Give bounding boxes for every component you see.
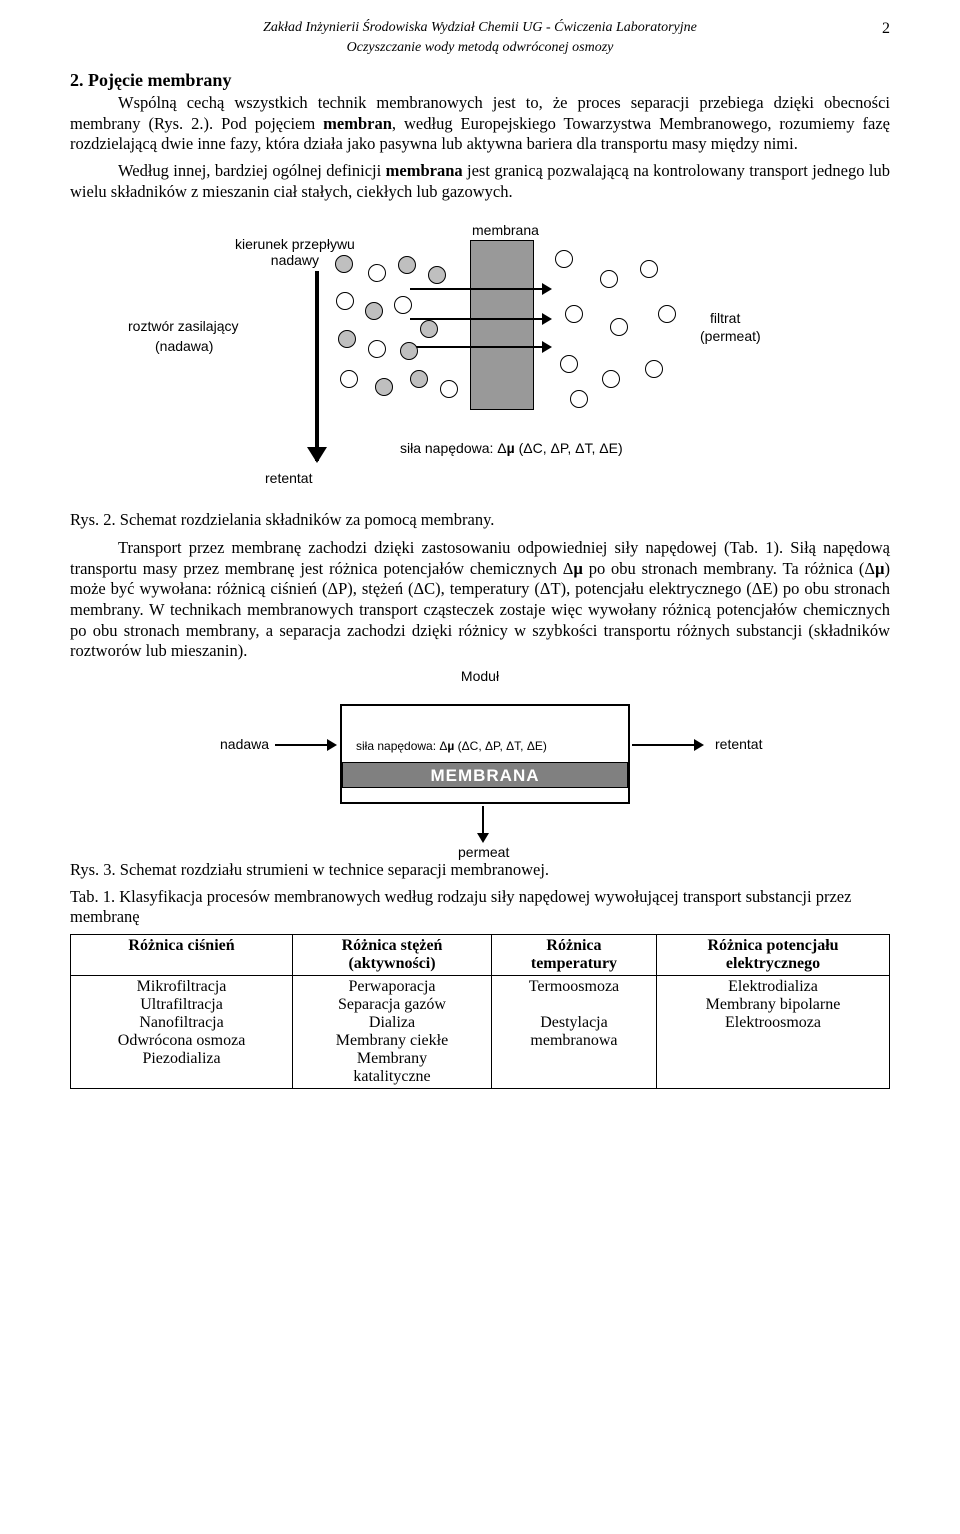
label-membrana: membrana bbox=[472, 222, 539, 238]
td-col1: Mikrofiltracja Ultrafiltracja Nanofiltra… bbox=[71, 975, 293, 1088]
particle bbox=[565, 305, 583, 323]
p2-b: membrana bbox=[386, 161, 463, 180]
flow-arrow-3 bbox=[410, 346, 550, 348]
table-1-caption: Tab. 1. Klasyfikacja procesów membranowy… bbox=[70, 887, 890, 928]
section-title: 2. Pojęcie membrany bbox=[70, 70, 890, 91]
page-number: 2 bbox=[882, 20, 890, 38]
running-subheader: Oczyszczanie wody metodą odwróconej osmo… bbox=[70, 40, 890, 56]
th-pressure: Różnica ciśnień bbox=[71, 934, 293, 975]
td-col3: Termoosmoza Destylacja membranowa bbox=[491, 975, 656, 1088]
modul-label: Moduł bbox=[70, 668, 890, 684]
retentat-label: retentat bbox=[265, 470, 312, 486]
figure-2-caption: Rys. 2. Schemat rozdzielania składników … bbox=[70, 510, 890, 530]
kierunek-text: kierunek przepływu bbox=[235, 236, 355, 252]
section-number: 2. bbox=[70, 70, 84, 90]
nadawy-text: nadawy bbox=[271, 252, 319, 268]
section-heading: Pojęcie membrany bbox=[88, 70, 231, 90]
th-temperature: Różnica temperatury bbox=[491, 934, 656, 975]
d2-arrow-down bbox=[482, 806, 484, 841]
p3-b: po obu stronach membrany. Ta różnica (Δ bbox=[583, 559, 875, 578]
particle bbox=[410, 370, 428, 388]
particle bbox=[570, 390, 588, 408]
td-col4: Elektrodializa Membrany bipolarne Elektr… bbox=[656, 975, 889, 1088]
feed-flow-arrow bbox=[315, 271, 319, 461]
p2-a: Według innej, bardziej ogólnej definicji bbox=[118, 161, 386, 180]
classification-table: Różnica ciśnień Różnica stężeń (aktywnoś… bbox=[70, 934, 890, 1089]
sila-a: siła napędowa: Δ bbox=[400, 440, 507, 456]
d2-arrow-in bbox=[275, 744, 335, 746]
particle bbox=[610, 318, 628, 336]
th-concentration: Różnica stężeń (aktywności) bbox=[293, 934, 492, 975]
particle bbox=[368, 264, 386, 282]
particle bbox=[428, 266, 446, 284]
driving-force-label: siła napędowa: Δµ (ΔC, ΔP, ΔT, ΔE) bbox=[400, 440, 623, 456]
d2-sila-b: (ΔC, ΔP, ΔT, ΔE) bbox=[454, 739, 547, 753]
d2-arrow-out bbox=[632, 744, 702, 746]
particle bbox=[375, 378, 393, 396]
label-permeat: (permeat) bbox=[700, 328, 761, 344]
p1-bold: membran bbox=[323, 114, 392, 133]
particle bbox=[398, 256, 416, 274]
particle bbox=[335, 255, 353, 273]
td-col2: Perwaporacja Separacja gazów Dializa Mem… bbox=[293, 975, 492, 1088]
particle bbox=[400, 342, 418, 360]
particle bbox=[340, 370, 358, 388]
membrana-bar: MEMBRANA bbox=[342, 762, 628, 788]
particle bbox=[560, 355, 578, 373]
table-header-row: Różnica ciśnień Różnica stężeń (aktywnoś… bbox=[71, 934, 890, 975]
particle bbox=[336, 292, 354, 310]
sila-b: (ΔC, ΔP, ΔT, ΔE) bbox=[515, 440, 623, 456]
label-roztwor: roztwór zasilający bbox=[128, 318, 238, 334]
d2-driving-force: siła napędowa: Δµ (ΔC, ΔP, ΔT, ΔE) bbox=[356, 739, 547, 753]
figure-3-caption: Rys. 3. Schemat rozdziału strumieni w te… bbox=[70, 860, 890, 881]
d2-retentat-label: retentat bbox=[715, 736, 762, 752]
d2-permeat-label: permeat bbox=[458, 844, 509, 860]
particle bbox=[658, 305, 676, 323]
running-header: Zakład Inżynierii Środowiska Wydział Che… bbox=[70, 20, 890, 36]
flow-arrow-1 bbox=[410, 288, 550, 290]
sila-mu: µ bbox=[507, 440, 515, 456]
particle bbox=[555, 250, 573, 268]
particle bbox=[338, 330, 356, 348]
paragraph-3: Transport przez membranę zachodzi dzięki… bbox=[70, 538, 890, 662]
p3-mu2: µ bbox=[875, 559, 885, 578]
module-box bbox=[340, 704, 630, 804]
label-filtrat: filtrat bbox=[710, 310, 740, 326]
label-nadawa: (nadawa) bbox=[155, 338, 213, 354]
d2-nadawa-label: nadawa bbox=[220, 736, 269, 752]
paragraph-1: Wspólną cechą wszystkich technik membran… bbox=[70, 93, 890, 155]
d2-sila-a: siła napędowa: Δ bbox=[356, 739, 447, 753]
membrane-separation-diagram: kierunek przepływu nadawy membrana roztw… bbox=[110, 210, 850, 480]
membrane-rect bbox=[470, 240, 534, 410]
particle bbox=[645, 360, 663, 378]
particle bbox=[365, 302, 383, 320]
particle bbox=[602, 370, 620, 388]
particle bbox=[640, 260, 658, 278]
p3-mu1: µ bbox=[573, 559, 583, 578]
table-row: Mikrofiltracja Ultrafiltracja Nanofiltra… bbox=[71, 975, 890, 1088]
particle bbox=[394, 296, 412, 314]
particle bbox=[440, 380, 458, 398]
module-flow-diagram: siła napędowa: Δµ (ΔC, ΔP, ΔT, ΔE) MEMBR… bbox=[170, 684, 790, 854]
tab1-caption-text: Tab. 1. Klasyfikacja procesów membranowy… bbox=[70, 887, 851, 927]
particle bbox=[600, 270, 618, 288]
particle bbox=[420, 320, 438, 338]
paragraph-2: Według innej, bardziej ogólnej definicji… bbox=[70, 161, 890, 202]
th-electric: Różnica potencjału elektrycznego bbox=[656, 934, 889, 975]
particle bbox=[368, 340, 386, 358]
